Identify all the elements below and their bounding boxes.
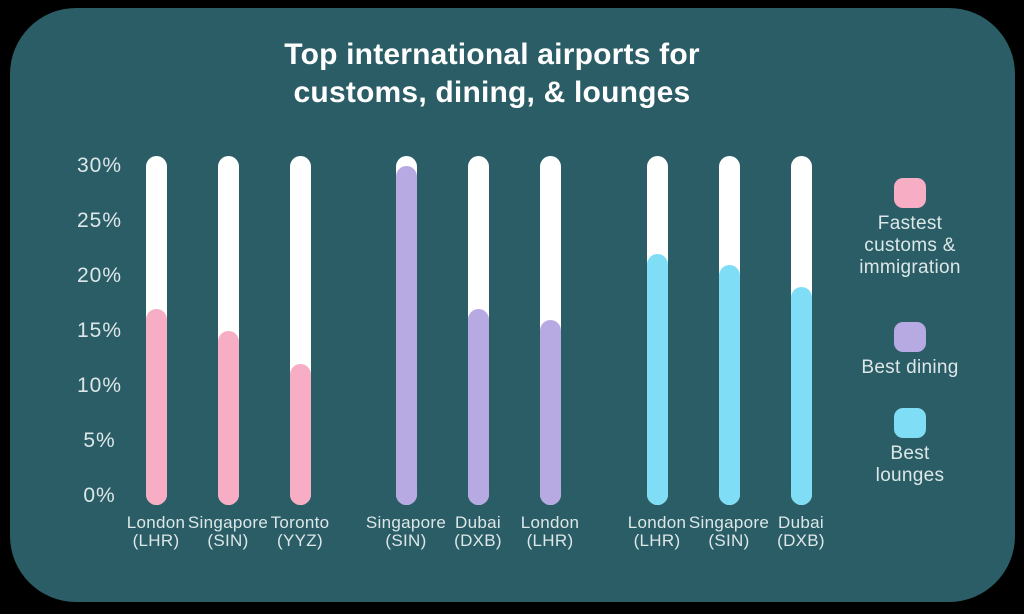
bar-fill-best-lounges-london-lhr (646, 254, 668, 505)
bar-label-city: Toronto (270, 513, 330, 532)
bar-track-best-lounges-singapore-sin (718, 156, 740, 505)
chart-title-line-2: customs, dining, & lounges (293, 76, 691, 109)
legend-label-line: immigration (859, 257, 961, 278)
bar-track-best-lounges-dubai-dxb (790, 156, 812, 505)
bar-label-singapore-sin: Singapore (SIN) (353, 514, 459, 550)
bar-label-code: (SIN) (207, 531, 249, 550)
bar-fill-best-dining-london-lhr (539, 320, 561, 505)
bar-label-london-lhr: London (LHR) (103, 514, 209, 550)
legend-swatch-best-dining (894, 322, 926, 352)
legend-label-line: Best dining (861, 357, 959, 378)
chart-title-line-1: Top international airports for (284, 38, 700, 71)
legend-label-best-dining: Best dining (825, 357, 995, 379)
bar-track-best-lounges-london-lhr (646, 156, 668, 505)
bar-track-best-dining-london-lhr (539, 156, 561, 505)
legend-label-fastest-customs-immigration: Fastest customs & immigration (825, 213, 995, 279)
bar-label-city: Singapore (688, 513, 770, 532)
legend-item-best-dining: Best dining (825, 322, 995, 379)
y-tick-10: 10% (76, 374, 123, 397)
y-tick-25: 25% (76, 209, 123, 232)
legend-label-best-lounges: Best lounges (825, 443, 995, 487)
bar-track-fastest-customs-immigration-london-lhr (145, 156, 167, 505)
legend-swatch-best-lounges (894, 408, 926, 438)
bar-label-code: (LHR) (132, 531, 180, 550)
chart-title: Top international airports for customs, … (0, 36, 984, 112)
bar-label-code: (SIN) (385, 531, 427, 550)
bar-label-city: London (520, 513, 580, 532)
bar-label-dubai-dxb: Dubai (DXB) (748, 514, 854, 550)
bar-fill-fastest-customs-immigration-toronto-yyz (289, 364, 311, 505)
legend-item-best-lounges: Best lounges (825, 408, 995, 487)
bar-label-city: Dubai (455, 513, 501, 532)
bar-label-code: (DXB) (777, 531, 825, 550)
bar-label-toronto-yyz: Toronto (YYZ) (247, 514, 353, 550)
legend-label-line: Fastest (877, 213, 943, 234)
bar-track-fastest-customs-immigration-toronto-yyz (289, 156, 311, 505)
bar-label-code: (DXB) (454, 531, 502, 550)
bar-label-code: (LHR) (526, 531, 574, 550)
bar-fill-best-lounges-singapore-sin (718, 265, 740, 505)
bar-fill-fastest-customs-immigration-london-lhr (145, 309, 167, 505)
bar-track-best-dining-singapore-sin (395, 156, 417, 505)
y-tick-30: 30% (76, 154, 123, 177)
bar-label-code: (SIN) (708, 531, 750, 550)
bar-label-city: London (126, 513, 186, 532)
legend-label-line: customs & (864, 235, 956, 256)
bar-fill-best-lounges-dubai-dxb (790, 287, 812, 505)
bar-fill-best-dining-dubai-dxb (467, 309, 489, 505)
bar-label-code: (LHR) (633, 531, 681, 550)
legend-item-fastest-customs-immigration: Fastest customs & immigration (825, 178, 995, 279)
y-tick-5: 5% (83, 429, 116, 452)
bar-label-city: Singapore (365, 513, 447, 532)
bar-label-city: Dubai (778, 513, 824, 532)
y-tick-15: 15% (76, 319, 123, 342)
bar-label-city: Singapore (187, 513, 269, 532)
legend-label-line: Best (890, 443, 930, 464)
bar-fill-best-dining-singapore-sin (395, 166, 417, 505)
bar-track-best-dining-dubai-dxb (467, 156, 489, 505)
infographic-card (10, 8, 1015, 602)
bar-label-singapore-sin: Singapore (SIN) (175, 514, 281, 550)
bar-label-dubai-dxb: Dubai (DXB) (425, 514, 531, 550)
bar-fill-fastest-customs-immigration-singapore-sin (217, 331, 239, 505)
bar-label-london-lhr: London (LHR) (497, 514, 603, 550)
legend-swatch-fastest-customs-immigration (894, 178, 926, 208)
bar-label-singapore-sin: Singapore (SIN) (676, 514, 782, 550)
bar-label-code: (YYZ) (277, 531, 323, 550)
y-tick-20: 20% (76, 264, 123, 287)
y-tick-0: 0% (83, 484, 116, 507)
legend-label-line: lounges (875, 465, 945, 486)
bar-track-fastest-customs-immigration-singapore-sin (217, 156, 239, 505)
bar-label-city: London (627, 513, 687, 532)
bar-label-london-lhr: London (LHR) (604, 514, 710, 550)
